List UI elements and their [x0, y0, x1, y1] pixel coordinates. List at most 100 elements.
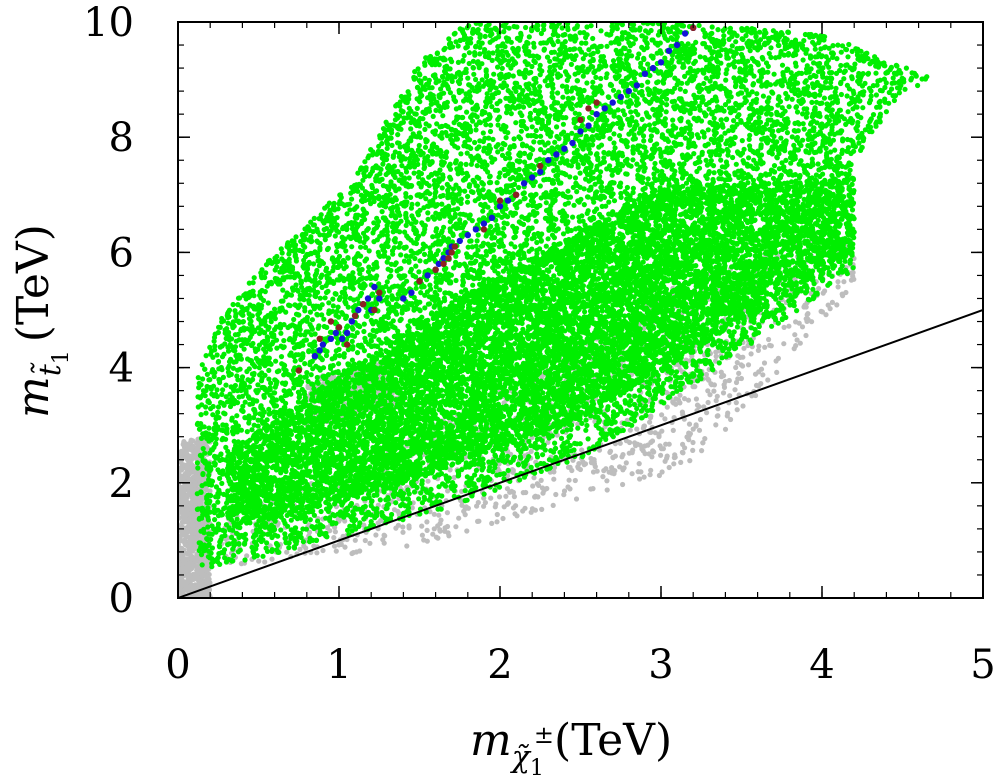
- scatter-point: [816, 285, 822, 292]
- scatter-point: [352, 537, 358, 543]
- scatter-point: [185, 492, 191, 498]
- scatter-point: [464, 528, 470, 534]
- scatter-point: [745, 362, 752, 368]
- scatter-point: [496, 494, 503, 500]
- scatter-point: [670, 117, 676, 123]
- scatter-point: [705, 127, 711, 133]
- scatter-point: [677, 86, 683, 92]
- scatter-point: [481, 491, 487, 497]
- scatter-point: [188, 437, 194, 443]
- scatter-point: [775, 355, 782, 361]
- scatter-point: [620, 481, 626, 488]
- scatter-point: [357, 548, 363, 554]
- scatter-point: [728, 416, 734, 423]
- scatter-point: [835, 279, 841, 285]
- scatter-point: [336, 542, 342, 548]
- scatter-point: [381, 532, 387, 538]
- scatter-point: [703, 371, 710, 378]
- scatter-point: [584, 80, 590, 86]
- scatter-point: [393, 525, 399, 531]
- scatter-point: [406, 525, 412, 531]
- scatter-point: [774, 369, 780, 375]
- scatter-point: [794, 308, 800, 314]
- scatter-point: [607, 136, 613, 142]
- scatter-point: [756, 369, 762, 375]
- scatter-point: [568, 61, 575, 67]
- scatter-point: [765, 377, 771, 383]
- scatter-point: [703, 157, 709, 163]
- scatter-point: [191, 495, 197, 501]
- scatter-point: [676, 397, 682, 403]
- scatter-point: [799, 70, 805, 76]
- scatter-point: [453, 524, 459, 530]
- scatter-point: [182, 514, 188, 520]
- scatter-point: [512, 511, 518, 517]
- scatter-point: [191, 546, 197, 552]
- scatter-point: [659, 412, 665, 418]
- scatter-point: [511, 494, 517, 500]
- scatter-point: [418, 490, 424, 496]
- scatter-point: [566, 477, 572, 483]
- scatter-point: [528, 448, 534, 454]
- scatter-point: [538, 477, 544, 483]
- scatter-point: [464, 497, 470, 503]
- scatter-point: [770, 175, 777, 181]
- scatter-point: [500, 515, 506, 522]
- scatter-point: [740, 363, 746, 369]
- scatter-point: [190, 522, 196, 528]
- scatter-point: [610, 454, 616, 460]
- scatter-point: [647, 419, 653, 425]
- scatter-point: [665, 395, 671, 401]
- scatter-point: [200, 520, 206, 527]
- scatter-point: [219, 391, 225, 397]
- scatter-point: [269, 556, 275, 562]
- scatter-point: [620, 467, 626, 473]
- scatter-point: [494, 519, 500, 525]
- scatter-point: [573, 496, 580, 502]
- scatter-point: [181, 579, 187, 585]
- scatter-point: [320, 547, 326, 554]
- scatter-point: [436, 512, 442, 518]
- scatter-point: [818, 308, 824, 314]
- scatter-point: [736, 370, 742, 376]
- scatter-point: [189, 528, 195, 534]
- scatter-point: [604, 487, 610, 493]
- scatter-point: [455, 59, 461, 65]
- scatter-point: [543, 243, 549, 249]
- scatter-point: [494, 180, 500, 186]
- scatter-point: [784, 130, 791, 136]
- scatter-point: [839, 147, 846, 153]
- scatter-point: [461, 508, 467, 514]
- scatter-point: [687, 458, 693, 464]
- scatter-point: [811, 60, 817, 66]
- scatter-point: [480, 187, 486, 193]
- scatter-point: [475, 518, 481, 525]
- scatter-point: [762, 344, 768, 350]
- scatter-point: [822, 288, 828, 294]
- scatter-point: [851, 276, 857, 282]
- points-layer: [178, 22, 930, 598]
- scatter-point: [705, 399, 711, 406]
- scatter-point: [715, 413, 721, 419]
- scatter-point: [659, 428, 665, 434]
- scatter-point: [713, 422, 719, 428]
- scatter-point: [488, 495, 494, 501]
- scatter-point: [416, 142, 422, 149]
- scatter-point: [721, 373, 727, 379]
- scatter-point: [523, 489, 529, 496]
- scatter-point: [690, 439, 696, 446]
- scatter-point: [734, 407, 740, 413]
- scatter-point: [758, 381, 764, 387]
- scatter-point: [706, 106, 712, 112]
- scatter-point: [786, 323, 792, 329]
- scatter-point: [462, 488, 468, 494]
- scatter-point: [505, 467, 511, 473]
- scatter-point: [391, 507, 398, 513]
- scatter-point: [538, 125, 545, 132]
- scatter-point: [732, 387, 738, 393]
- scatter-point: [734, 360, 740, 366]
- scatter-point: [678, 459, 684, 465]
- scatter-point: [540, 452, 546, 458]
- scatter-point: [411, 489, 418, 495]
- scatter-point: [598, 75, 604, 82]
